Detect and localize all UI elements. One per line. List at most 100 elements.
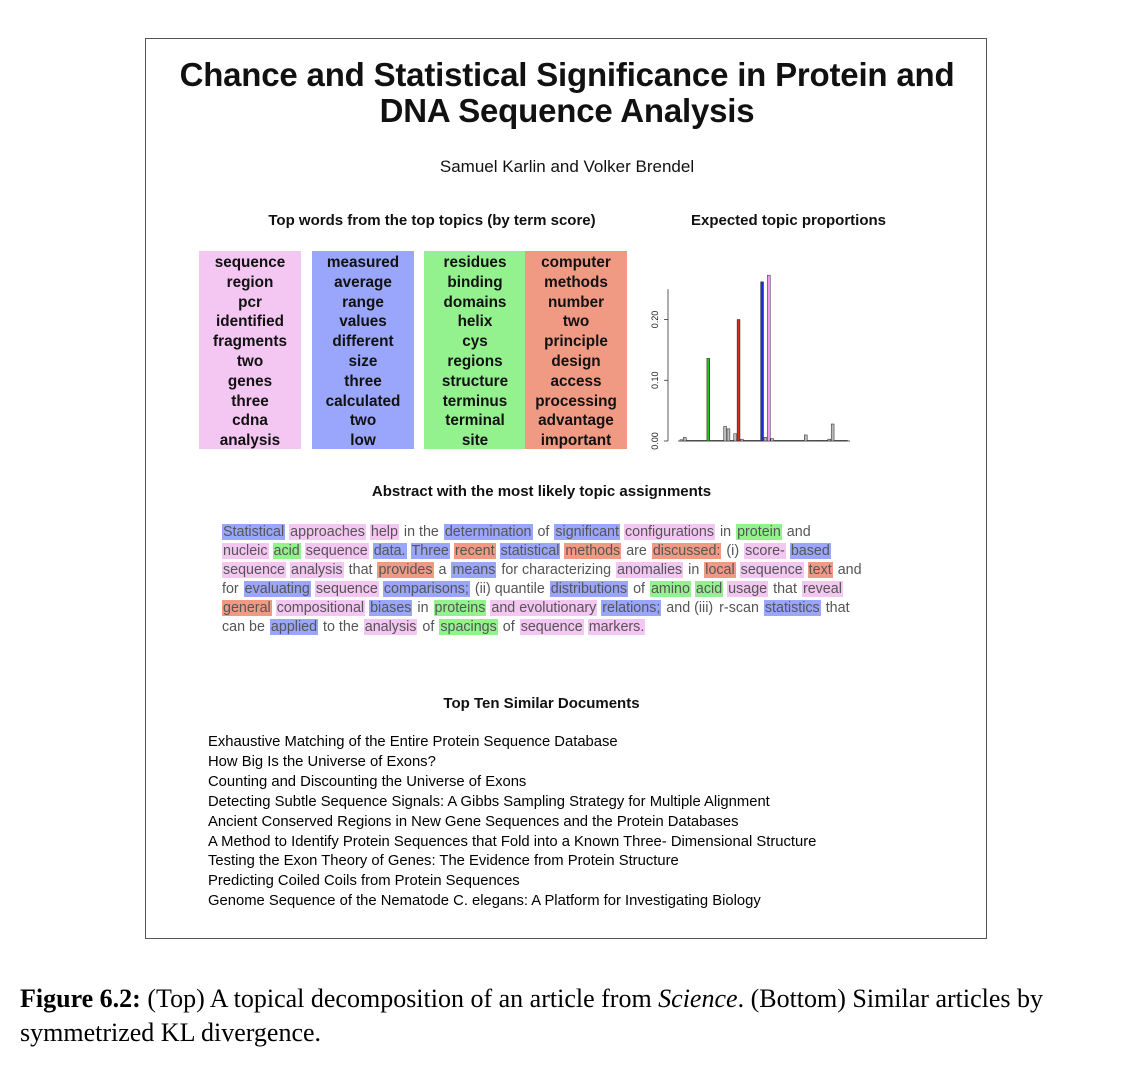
chart-bar bbox=[773, 440, 778, 442]
chart-bar bbox=[817, 440, 821, 442]
topic-column-4: computer methods number two principle design a… bbox=[525, 251, 627, 449]
chart-bar bbox=[746, 440, 751, 442]
abstract-word: protein bbox=[736, 524, 782, 540]
abstract-word: of bbox=[502, 619, 515, 635]
abstract-word: sequence bbox=[519, 619, 584, 635]
abstract-word: in the bbox=[403, 524, 439, 540]
abstract-word: evaluating bbox=[243, 581, 311, 597]
chart-bar bbox=[793, 440, 798, 442]
chart-bar bbox=[830, 423, 835, 442]
abstract-word: of bbox=[422, 619, 435, 635]
similar-document-item: Testing the Exon Theory of Genes: The Ev… bbox=[208, 853, 679, 870]
abstract-word: that bbox=[773, 581, 797, 597]
topic-word: measured bbox=[326, 254, 400, 271]
topic-word: terminal bbox=[445, 412, 505, 430]
abstract-heading: Abstract with the most likely topic assi… bbox=[371, 483, 712, 500]
chart-bar bbox=[743, 440, 747, 442]
topic-column-2: measured average range values different size t… bbox=[312, 251, 414, 449]
chart-bar bbox=[709, 440, 714, 442]
title-line-2: DNA Sequence Analysis bbox=[379, 92, 755, 129]
topic-word: values bbox=[339, 313, 387, 331]
abstract-word: analysis bbox=[290, 562, 344, 578]
abstract-word: local bbox=[704, 562, 736, 578]
abstract-word: of bbox=[633, 581, 645, 597]
abstract-word: acid bbox=[694, 581, 724, 597]
caption-part-2: . (Bottom) Similar articles by symmetriz… bbox=[20, 984, 1044, 1047]
abstract-word: reveal bbox=[801, 581, 843, 597]
chart-bar bbox=[827, 438, 831, 442]
abstract-word: and bbox=[786, 524, 811, 540]
topic-word: regions bbox=[447, 352, 503, 370]
chart-bar bbox=[783, 440, 788, 442]
topic-word: average bbox=[334, 273, 392, 291]
topic-word: important bbox=[540, 432, 612, 450]
chart-bar bbox=[706, 358, 710, 442]
topic-word: region bbox=[226, 273, 274, 291]
abstract-word: comparisons; bbox=[382, 581, 470, 597]
abstract-word: Statistical bbox=[222, 524, 286, 540]
caption-label: Figure 6.2: bbox=[20, 984, 141, 1013]
abstract-word: and for bbox=[222, 562, 862, 597]
chart-bar bbox=[810, 440, 815, 442]
abstract-word: applied bbox=[269, 619, 319, 635]
abstract-word: determination bbox=[443, 524, 533, 540]
chart-bar bbox=[730, 440, 734, 442]
top-words-heading: Top words from the top topics (by term s… bbox=[268, 212, 596, 229]
topic-word: three bbox=[231, 392, 269, 410]
title-line-1: Chance and Statistical Significance in P… bbox=[179, 56, 955, 93]
abstract-word: that can be bbox=[222, 600, 850, 635]
chart-bar bbox=[844, 440, 848, 442]
chart-bar bbox=[770, 438, 774, 442]
chart-bar bbox=[753, 440, 758, 442]
topic-word: identified bbox=[216, 313, 284, 331]
topic-word: residues bbox=[443, 254, 507, 271]
abstract-word: amino bbox=[649, 581, 691, 597]
topic-word: pcr bbox=[238, 293, 262, 311]
topic-word: site bbox=[461, 432, 489, 450]
chart-bar bbox=[763, 437, 768, 442]
topic-column-1: sequence region pcr identified fragments two g… bbox=[199, 251, 301, 449]
paper-title: Chance and Statistical Significance in P… bbox=[146, 57, 988, 129]
chart-bar bbox=[733, 433, 737, 442]
y-tick-label: 0.20 bbox=[650, 311, 660, 329]
abstract-word: significant bbox=[554, 524, 620, 540]
topic-word: design bbox=[551, 352, 601, 370]
abstract-word: a bbox=[438, 562, 447, 578]
topic-word: computer bbox=[541, 254, 611, 271]
abstract-word: spacings bbox=[439, 619, 498, 635]
topic-word: terminus bbox=[442, 392, 508, 410]
chart-bar bbox=[841, 440, 845, 442]
topic-word: cdna bbox=[232, 412, 268, 430]
abstract-word: data. bbox=[372, 543, 407, 559]
similar-document-item: How Big Is the Universe of Exons? bbox=[208, 753, 436, 770]
chart-bar bbox=[804, 434, 808, 442]
topic-word: methods bbox=[544, 273, 608, 291]
topic-word: low bbox=[350, 432, 376, 450]
chart-bar bbox=[777, 440, 781, 442]
similar-document-item: Predicting Coiled Coils from Protein Seq… bbox=[208, 873, 520, 890]
abstract-word: and evolutionary bbox=[490, 600, 598, 616]
abstract-word: nucleic bbox=[222, 543, 269, 559]
chart-bar bbox=[693, 440, 697, 442]
abstract-word: (i) bbox=[726, 543, 740, 559]
chart-bar bbox=[800, 440, 805, 442]
chart-bar bbox=[787, 440, 791, 442]
chart-bar bbox=[723, 426, 727, 442]
abstract-word: of bbox=[537, 524, 550, 540]
topic-word: processing bbox=[535, 392, 617, 410]
figure-caption: Figure 6.2: (Top) A topical decompositio… bbox=[20, 982, 1130, 1050]
chart-bar bbox=[696, 440, 700, 442]
topic-word: principle bbox=[544, 333, 608, 351]
topic-word: fragments bbox=[213, 333, 287, 351]
abstract-word: in bbox=[688, 562, 700, 578]
chart-bar bbox=[736, 319, 741, 442]
topic-word: two bbox=[562, 313, 590, 331]
chart-bar bbox=[713, 440, 717, 442]
chart-bar bbox=[807, 440, 811, 442]
topic-word: calculated bbox=[325, 392, 401, 410]
abstract-word: sequence bbox=[314, 581, 379, 597]
abstract-word: anomalies bbox=[616, 562, 684, 578]
abstract-word: are bbox=[626, 543, 647, 559]
abstract-word: that bbox=[348, 562, 373, 578]
abstract-word: provides bbox=[377, 562, 434, 578]
